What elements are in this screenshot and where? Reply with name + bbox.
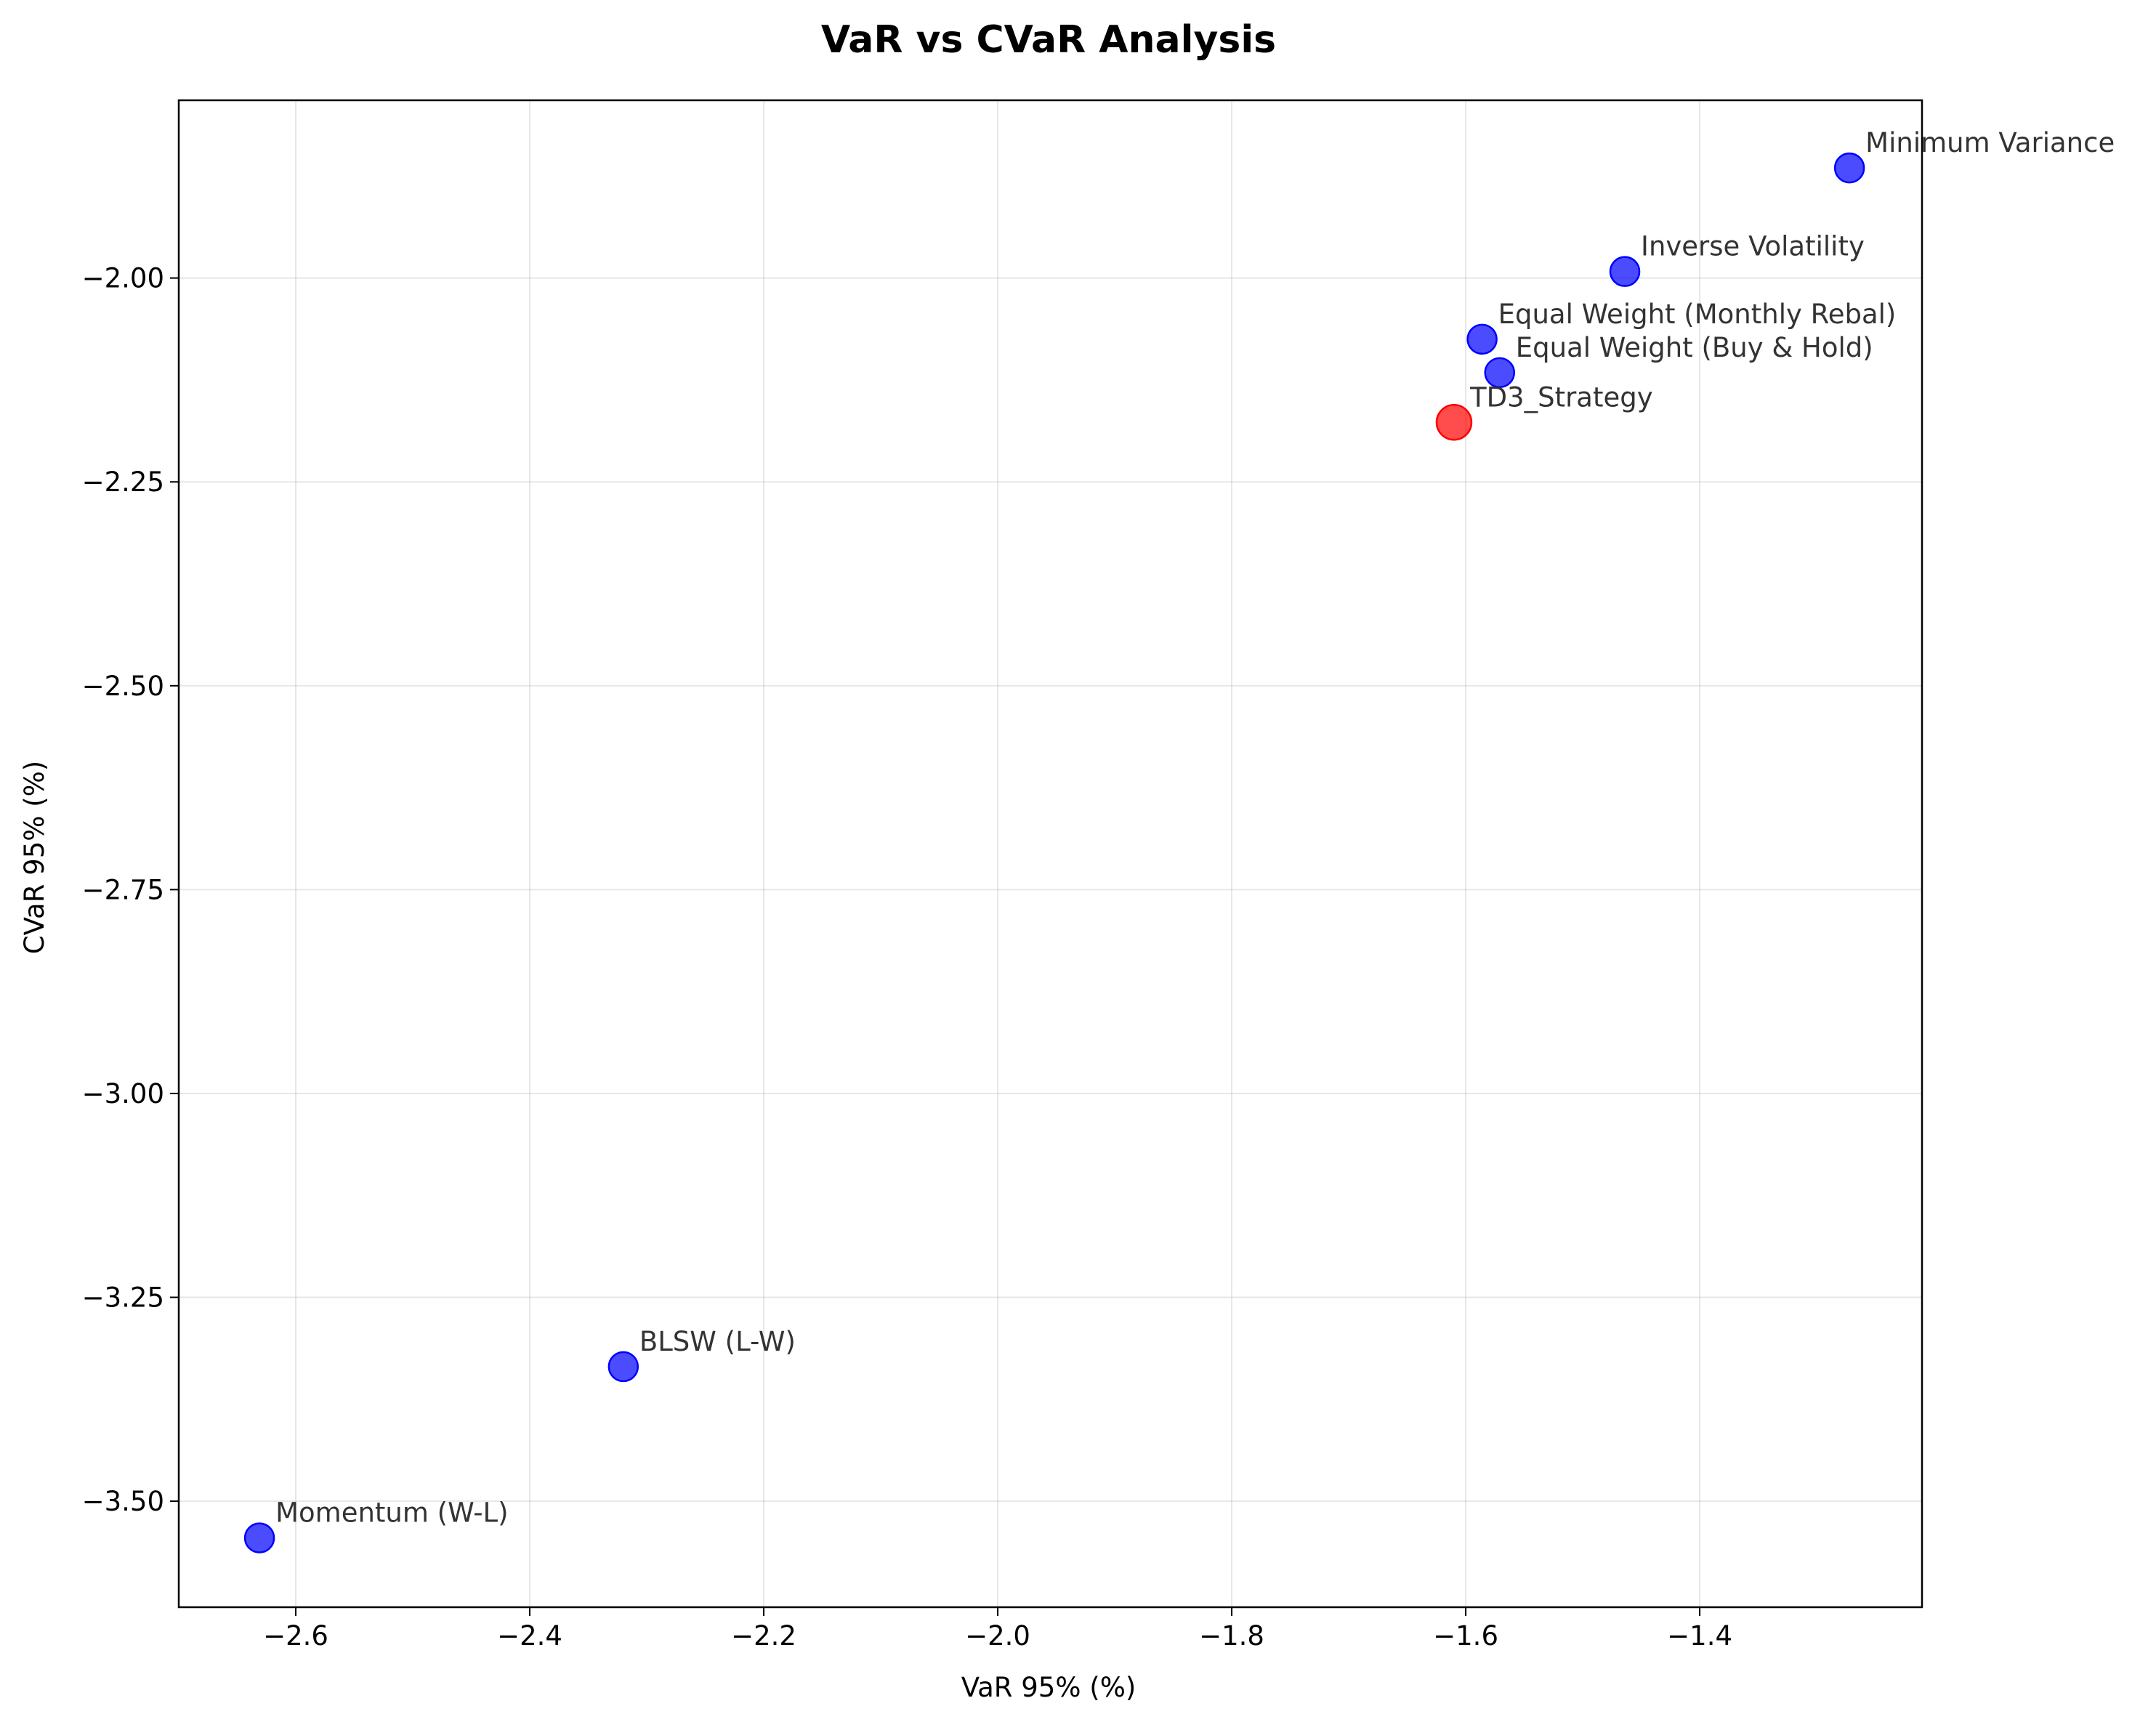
grid	[179, 100, 1922, 1607]
y-tick-label: −2.75	[82, 874, 164, 905]
x-axis-label: VaR 95% (%)	[961, 1672, 1136, 1703]
point-label: TD3_Strategy	[1469, 381, 1653, 413]
scatter-point	[1484, 357, 1516, 389]
y-tick-label: −2.25	[82, 466, 164, 498]
y-tick-label: −3.25	[82, 1282, 164, 1314]
point-label: Equal Weight (Monthly Rebal)	[1498, 299, 1897, 330]
scatter-point	[1435, 404, 1473, 441]
scatter-point	[243, 1522, 275, 1553]
y-tick-label: −3.00	[82, 1078, 164, 1109]
scatter-point	[1466, 323, 1498, 355]
scatter-point	[607, 1351, 639, 1383]
axis-ticks: −2.6 −2.4 −2.2 −2.0 −1.8 −1.6 −1.4 −2.00 −2.25 −2…	[82, 263, 1732, 1652]
x-tick-label: −2.4	[497, 1620, 562, 1652]
point-label: BLSW (L-W)	[639, 1326, 796, 1357]
data-points	[243, 152, 1865, 1553]
y-axis-label: CVaR 95% (%)	[19, 761, 50, 954]
point-label: Minimum Variance	[1865, 127, 2115, 158]
x-tick-label: −1.6	[1433, 1620, 1498, 1652]
point-label: Equal Weight (Buy & Hold)	[1516, 332, 1873, 363]
chart-title: VaR vs CVaR Analysis	[821, 18, 1276, 62]
scatter-point	[1609, 256, 1641, 287]
x-tick-label: −1.4	[1667, 1620, 1732, 1652]
y-tick-label: −3.50	[82, 1486, 164, 1517]
x-tick-label: −1.8	[1199, 1620, 1264, 1652]
point-labels: Minimum Variance Inverse Volatility Equal …	[275, 127, 2115, 1528]
point-label: Momentum (W-L)	[275, 1497, 508, 1529]
x-tick-label: −2.6	[263, 1620, 328, 1652]
plot-frame	[177, 99, 1923, 1609]
x-tick-label: −2.2	[731, 1620, 796, 1652]
y-tick-label: −2.00	[82, 263, 164, 294]
point-label: Inverse Volatility	[1641, 231, 1865, 262]
y-tick-label: −2.50	[82, 671, 164, 702]
x-tick-label: −2.0	[965, 1620, 1030, 1652]
scatter-point	[1833, 152, 1865, 184]
